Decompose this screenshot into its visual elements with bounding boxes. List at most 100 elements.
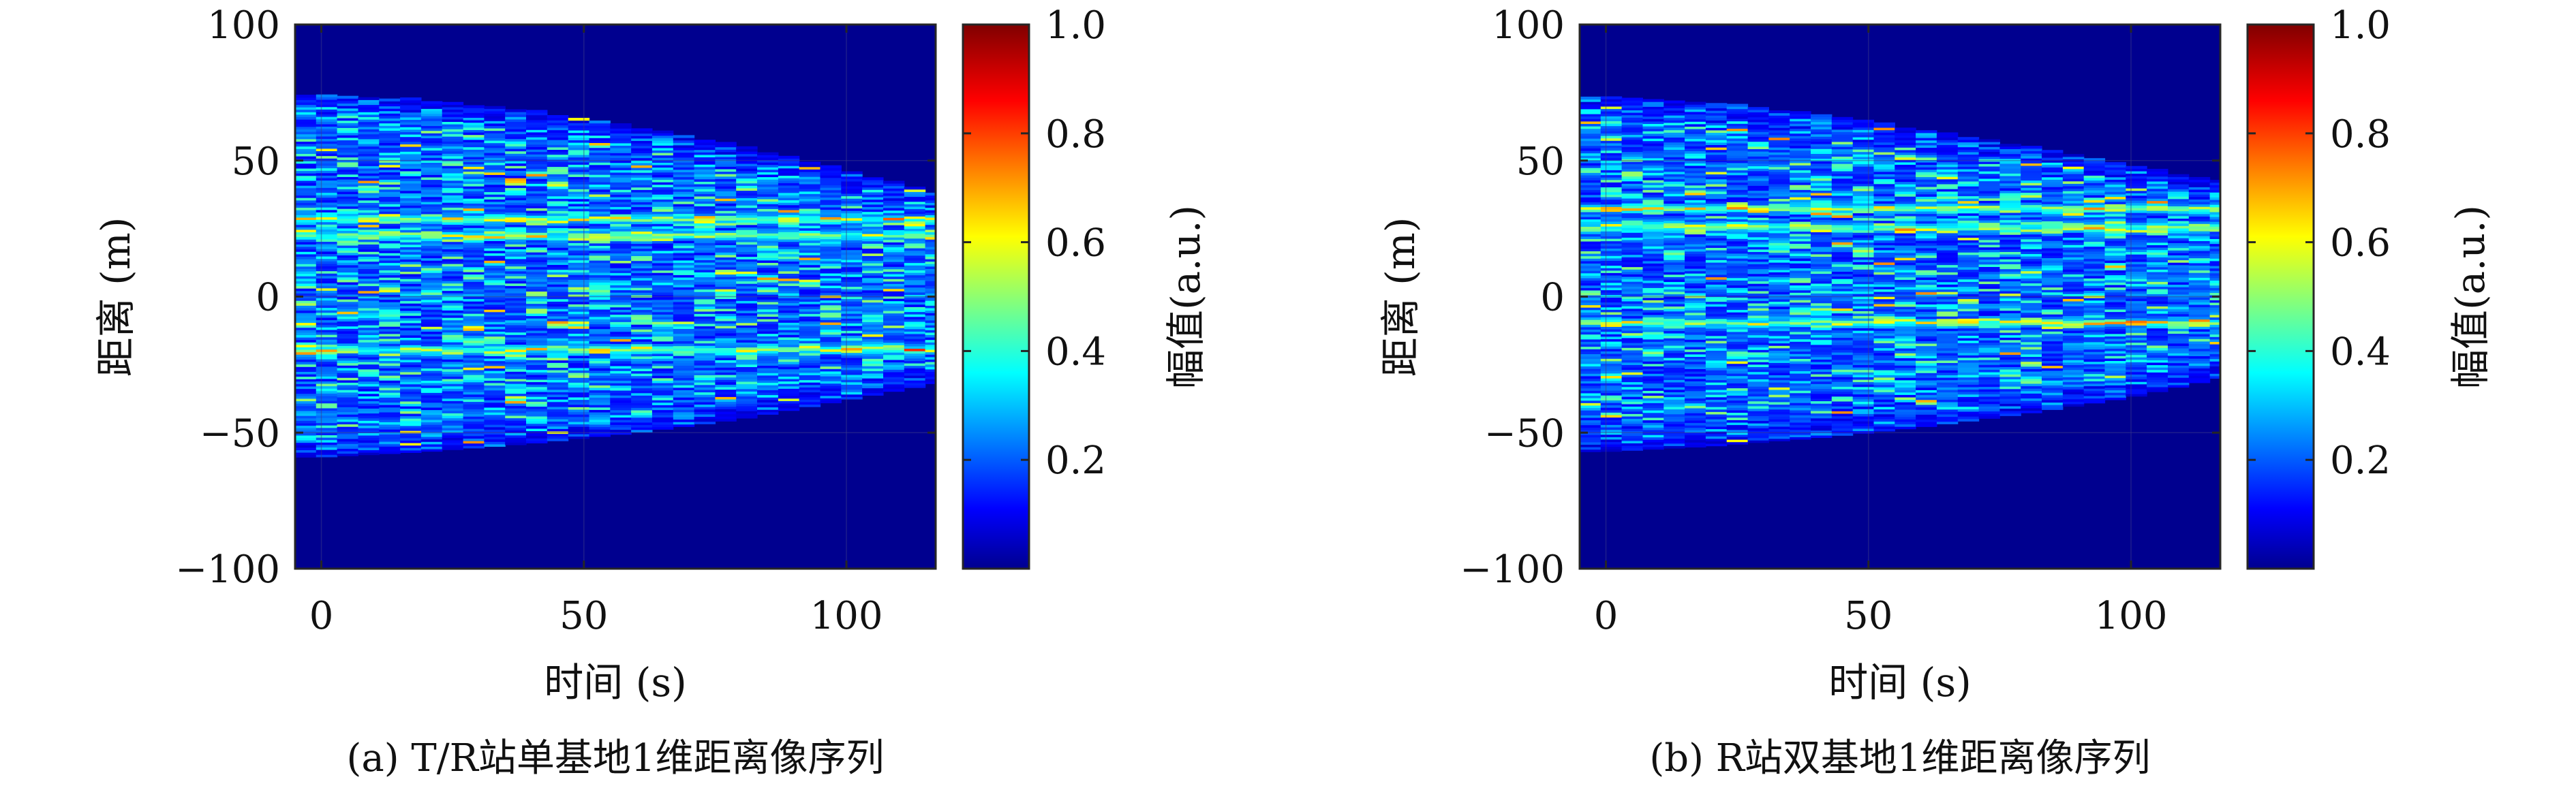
heatmap-cell xyxy=(651,356,674,359)
heatmap-cell xyxy=(1580,283,1601,286)
heatmap-cell xyxy=(484,304,506,308)
heatmap-cell xyxy=(1642,170,1664,173)
heatmap-cell xyxy=(295,313,317,316)
heatmap-cell xyxy=(610,125,632,129)
heatmap-cell xyxy=(1663,235,1685,238)
heatmap-cell xyxy=(610,187,632,190)
heatmap-cell xyxy=(358,385,380,390)
heatmap-cell xyxy=(526,195,548,199)
heatmap-cell xyxy=(589,358,611,361)
heatmap-cell xyxy=(778,217,800,220)
heatmap-cell xyxy=(631,427,653,430)
heatmap-cell xyxy=(1580,126,1601,129)
heatmap-cell xyxy=(1685,270,1706,274)
heatmap-cell xyxy=(547,198,569,202)
heatmap-cell xyxy=(1685,344,1706,347)
heatmap-cell xyxy=(1580,236,1601,239)
heatmap-cell xyxy=(568,172,590,175)
heatmap-cell xyxy=(694,294,716,297)
heatmap-cell xyxy=(547,120,569,123)
heatmap-cell xyxy=(526,288,548,292)
heatmap-cell xyxy=(337,242,358,246)
heatmap-cell xyxy=(526,409,548,412)
heatmap-cell xyxy=(358,281,380,284)
heatmap-cell xyxy=(379,230,401,234)
heatmap-cell xyxy=(883,251,905,255)
heatmap-cell xyxy=(589,189,611,192)
heatmap-cell xyxy=(547,306,569,309)
heatmap-cell xyxy=(442,202,464,206)
heatmap-cell xyxy=(568,174,590,177)
heatmap-cell xyxy=(442,376,464,379)
heatmap-cell xyxy=(651,233,674,236)
heatmap-cell xyxy=(337,411,358,415)
heatmap-cell xyxy=(400,273,422,277)
heatmap-cell xyxy=(673,424,695,427)
heatmap-cell xyxy=(316,111,338,114)
heatmap-cell xyxy=(400,205,422,208)
heatmap-cell xyxy=(715,398,737,403)
heatmap-cell xyxy=(295,400,317,404)
heatmap-cell xyxy=(799,255,821,258)
heatmap-cell xyxy=(673,353,695,356)
heatmap-cell xyxy=(400,97,422,101)
heatmap-cell xyxy=(820,351,842,355)
heatmap-cell xyxy=(420,140,443,144)
heatmap-cell xyxy=(547,210,569,214)
heatmap-cell xyxy=(820,356,842,360)
heatmap-cell xyxy=(1705,326,1728,329)
heatmap-cell xyxy=(589,238,611,241)
heatmap-cell xyxy=(799,264,821,268)
heatmap-cell xyxy=(841,266,863,270)
heatmap-cell xyxy=(736,290,758,294)
heatmap-cell xyxy=(568,157,590,160)
heatmap-cell xyxy=(463,318,485,321)
heatmap-cell xyxy=(295,310,317,313)
heatmap-cell xyxy=(862,321,884,325)
heatmap-cell xyxy=(484,248,506,251)
heatmap-cell xyxy=(778,251,800,255)
heatmap-cell xyxy=(1663,421,1685,424)
heatmap-cell xyxy=(1705,394,1728,398)
heatmap-cell xyxy=(1621,200,1643,204)
heatmap-cell xyxy=(442,256,464,259)
heatmap-cell xyxy=(463,377,485,380)
heatmap-cell xyxy=(358,371,380,375)
heatmap-cell xyxy=(589,142,611,146)
heatmap-cell xyxy=(883,291,905,294)
heatmap-cell xyxy=(862,292,884,296)
heatmap-cell xyxy=(420,150,443,153)
heatmap-cell xyxy=(1642,140,1664,144)
heatmap-cell xyxy=(295,403,317,407)
heatmap-cell xyxy=(1600,397,1623,400)
heatmap-cell xyxy=(547,220,569,223)
y-tick-label: −100 xyxy=(175,548,280,592)
heatmap-cell xyxy=(358,276,380,279)
heatmap-cell xyxy=(442,249,464,252)
heatmap-cell xyxy=(316,334,338,338)
heatmap-cell xyxy=(316,378,338,381)
heatmap-cell xyxy=(1600,274,1623,279)
heatmap-cell xyxy=(379,405,401,408)
heatmap-cell xyxy=(1726,272,1749,276)
heatmap-cell xyxy=(547,186,569,189)
heatmap-cell xyxy=(1580,260,1601,264)
heatmap-cell xyxy=(316,189,338,193)
heatmap-cell xyxy=(442,339,464,343)
heatmap-cell xyxy=(925,330,936,333)
heatmap-cell xyxy=(631,228,653,232)
heatmap-cell xyxy=(1642,324,1664,328)
heatmap-cell xyxy=(1705,399,1728,403)
heatmap-cell xyxy=(1580,133,1601,136)
heatmap-cell xyxy=(799,215,821,219)
heatmap-cell xyxy=(400,432,422,436)
heatmap-cell xyxy=(1663,115,1685,119)
heatmap-cell xyxy=(925,342,936,345)
heatmap-cell xyxy=(400,185,422,189)
heatmap-cell xyxy=(379,443,401,447)
heatmap-cell xyxy=(1726,373,1749,377)
heatmap-cell xyxy=(1663,223,1685,226)
heatmap-cell xyxy=(442,178,464,181)
heatmap-cell xyxy=(526,433,548,437)
heatmap-cell xyxy=(673,201,695,204)
